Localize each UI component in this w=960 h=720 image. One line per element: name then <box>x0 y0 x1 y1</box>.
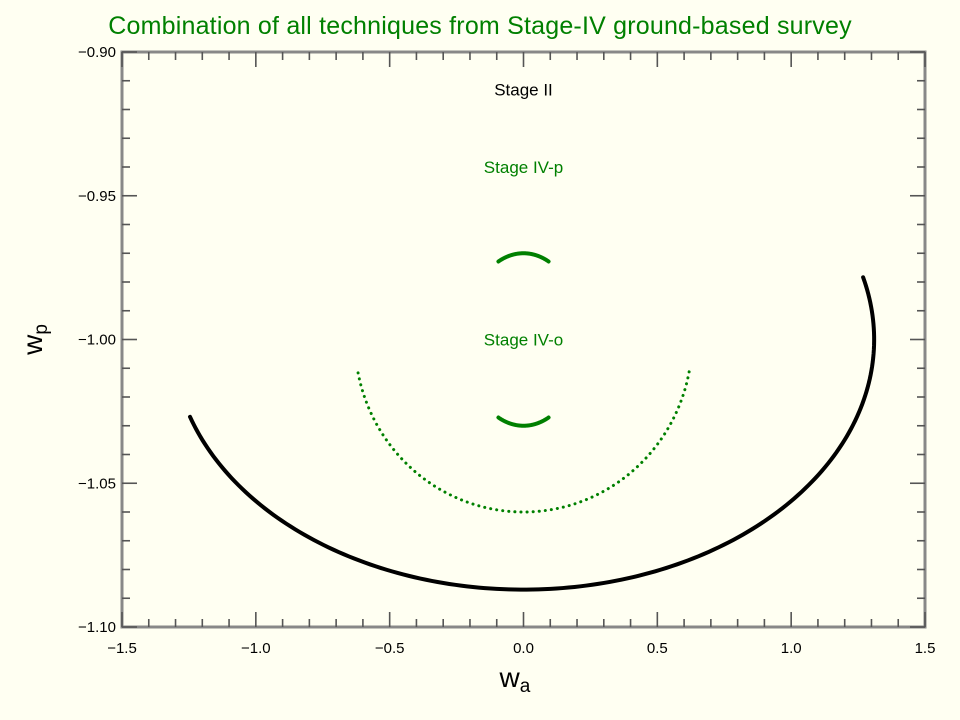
y-axis-label: wp <box>17 324 52 356</box>
contour-label: Stage II <box>494 80 553 99</box>
contour-labels: Stage II Stage IV-p Stage IV-o <box>484 80 563 349</box>
contour-line <box>356 370 691 514</box>
x-tick-label: −0.5 <box>375 640 405 657</box>
contour-label: Stage IV-p <box>484 158 563 177</box>
x-tick-label: −1.0 <box>241 640 271 657</box>
x-tick-label: −1.5 <box>107 640 137 657</box>
x-axis-label: wa <box>499 662 531 697</box>
contour-line <box>496 415 551 428</box>
x-tick-label: 1.5 <box>915 640 936 657</box>
x-tick-label: 0.0 <box>513 640 534 657</box>
contour-line <box>496 251 551 264</box>
y-tick-label: −1.05 <box>78 475 116 492</box>
contour-label: Stage IV-o <box>484 331 563 350</box>
x-tick-label: 1.0 <box>781 640 802 657</box>
y-tick-label: −0.90 <box>78 44 116 61</box>
axis-ticks: −1.5 −1.0 −0.5 0.0 0.5 1.0 1.5 −0.90 −0.95 −1.00 −… <box>78 44 935 657</box>
contour-group <box>188 251 877 592</box>
x-tick-label: 0.5 <box>647 640 668 657</box>
y-tick-label: −1.10 <box>78 619 116 636</box>
contour-line <box>188 275 877 592</box>
page-title: Combination of all techniques from Stage… <box>108 12 852 40</box>
y-tick-label: −1.00 <box>78 332 116 349</box>
y-tick-label: −0.95 <box>78 188 116 205</box>
